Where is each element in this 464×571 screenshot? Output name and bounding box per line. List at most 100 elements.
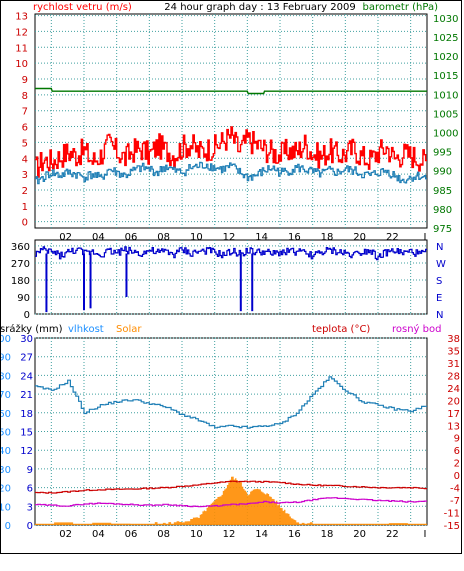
- humidity-y-tick-label: 70: [0, 390, 11, 401]
- wind-y-tick-label: 8: [22, 91, 28, 102]
- humidity-y-tick-label: 50: [0, 428, 11, 439]
- wind-y-tick-label: 12: [15, 27, 28, 38]
- wind-x-tick-label: 16: [288, 232, 301, 243]
- temperature-y-tick-label: 6: [454, 446, 460, 457]
- humidity-x-tick-label: 22: [386, 529, 399, 540]
- temperature-y-tick-label: 31: [447, 359, 460, 370]
- temperature-y-tick-label: 9: [454, 434, 460, 445]
- humidity-x-tick-label: 12: [223, 529, 236, 540]
- graph-title: 24 hour graph day : 13 February 2009: [164, 2, 355, 13]
- humidity-y-tick-label: 60: [0, 409, 11, 420]
- solar-axis-title: Solar: [116, 324, 142, 335]
- wind-plot-area: [34, 13, 428, 229]
- pressure-y-tick-label: 990: [433, 167, 452, 178]
- pressure-y-tick-label: 995: [433, 148, 452, 159]
- humidity-x-tick-label: 18: [321, 529, 334, 540]
- wind-x-tick-label: 10: [190, 232, 203, 243]
- pressure-y-tick-label: 985: [433, 186, 452, 197]
- rain-y-tick-label: 12: [20, 446, 33, 457]
- wind-x-tick-label: 12: [223, 232, 236, 243]
- wind-x-tick-label: 22: [386, 232, 399, 243]
- rain-y-tick-label: 0: [27, 521, 33, 532]
- wind-y-tick-label: 6: [22, 123, 28, 134]
- humidity-y-tick-label: 10: [0, 502, 11, 513]
- rain-y-tick-label: 24: [20, 371, 33, 382]
- rain-y-tick-label: 6: [27, 484, 33, 495]
- wind-y-tick-label: 4: [22, 154, 28, 165]
- pressure-line: [35, 87, 427, 95]
- temperature-y-tick-label: -11: [444, 509, 460, 520]
- rain-y-tick-label: 18: [20, 409, 33, 420]
- compass-tick-label: N: [436, 242, 443, 253]
- solar-area: [35, 476, 427, 525]
- humidity-x-tick-label: I: [424, 529, 427, 540]
- compass-tick-label: E: [436, 293, 442, 304]
- pressure-y-tick-label: 1010: [433, 90, 458, 101]
- humidity-y-tick-label: 90: [0, 353, 11, 364]
- temperature-y-tick-label: -4: [450, 484, 460, 495]
- humidity-x-tick-label: 02: [59, 529, 72, 540]
- wind-x-tick-label: 04: [92, 232, 105, 243]
- direction-y-tick-label: 270: [11, 259, 30, 270]
- wind-y-tick-label: 3: [22, 170, 28, 181]
- wind-y-tick-label: 9: [22, 75, 28, 86]
- humidity-y-tick-label: 0: [5, 521, 11, 532]
- wind-x-tick-label: I: [424, 232, 427, 243]
- wind-y-tick-label: 5: [22, 138, 28, 149]
- humidity-x-tick-label: 10: [190, 529, 203, 540]
- wind-y-tick-label: 2: [22, 186, 28, 197]
- humidity-y-tick-label: 20: [0, 484, 11, 495]
- pressure-y-tick-label: 1015: [433, 71, 458, 82]
- temperature-axis-title: teplota (°C): [312, 324, 370, 335]
- temperature-y-tick-label: 28: [447, 371, 460, 382]
- humidity-x-tick-label: 14: [255, 529, 268, 540]
- wind-x-tick-label: 06: [125, 232, 138, 243]
- temperature-line: [35, 480, 427, 494]
- humidity-x-tick-label: 06: [125, 529, 138, 540]
- rain-y-tick-label: 15: [20, 428, 33, 439]
- direction-y-tick-label: 180: [11, 276, 30, 287]
- wind-y-tick-label: 13: [15, 12, 28, 23]
- wind-y-tick-label: 0: [22, 218, 28, 229]
- direction-y-tick-label: 360: [11, 242, 30, 253]
- wind-speed-axis-title: rychlost vetru (m/s): [33, 2, 132, 13]
- wind-x-tick-label: 02: [59, 232, 72, 243]
- rain-y-tick-label: 3: [27, 502, 33, 513]
- humidity-x-tick-label: 16: [288, 529, 301, 540]
- wind-x-tick-label: 14: [255, 232, 268, 243]
- pressure-y-tick-label: 1005: [433, 109, 458, 120]
- wind-average-line: [35, 161, 427, 185]
- wind-x-tick-label: 18: [321, 232, 334, 243]
- humidity-y-tick-label: 80: [0, 371, 11, 382]
- direction-plot-area: [34, 239, 428, 315]
- humidity-x-tick-label: 08: [157, 529, 170, 540]
- temperature-y-tick-label: 38: [447, 334, 460, 345]
- wind-y-tick-label: 10: [15, 59, 28, 70]
- wind-y-tick-label: 11: [15, 43, 28, 54]
- temperature-y-tick-label: -7: [450, 496, 460, 507]
- pressure-y-tick-label: 1000: [433, 128, 458, 139]
- wind-gust-line: [35, 126, 427, 178]
- compass-tick-label: W: [436, 259, 446, 270]
- compass-tick-label: N: [436, 310, 443, 321]
- humidity-y-tick-label: 40: [0, 446, 11, 457]
- rain-y-tick-label: 21: [20, 390, 33, 401]
- wind-direction-line: [35, 246, 427, 261]
- rain-axis-title: srážky (mm): [0, 323, 63, 335]
- dewpoint-axis-title: rosný bod: [392, 323, 441, 335]
- temperature-y-tick-label: 24: [447, 384, 460, 395]
- dewpoint-line: [35, 497, 427, 508]
- pressure-y-tick-label: 980: [433, 205, 452, 216]
- compass-tick-label: S: [436, 276, 442, 287]
- direction-y-tick-label: 90: [17, 293, 30, 304]
- pressure-y-tick-label: 1020: [433, 52, 458, 63]
- wind-x-tick-label: 08: [157, 232, 170, 243]
- wind-y-tick-label: 1: [22, 202, 28, 213]
- wind-x-tick-label: 20: [353, 232, 366, 243]
- pressure-y-tick-label: 1025: [433, 33, 458, 44]
- temperature-y-tick-label: -15: [444, 521, 460, 532]
- temperature-y-tick-label: 17: [447, 409, 460, 420]
- pressure-y-tick-label: 975: [433, 224, 452, 235]
